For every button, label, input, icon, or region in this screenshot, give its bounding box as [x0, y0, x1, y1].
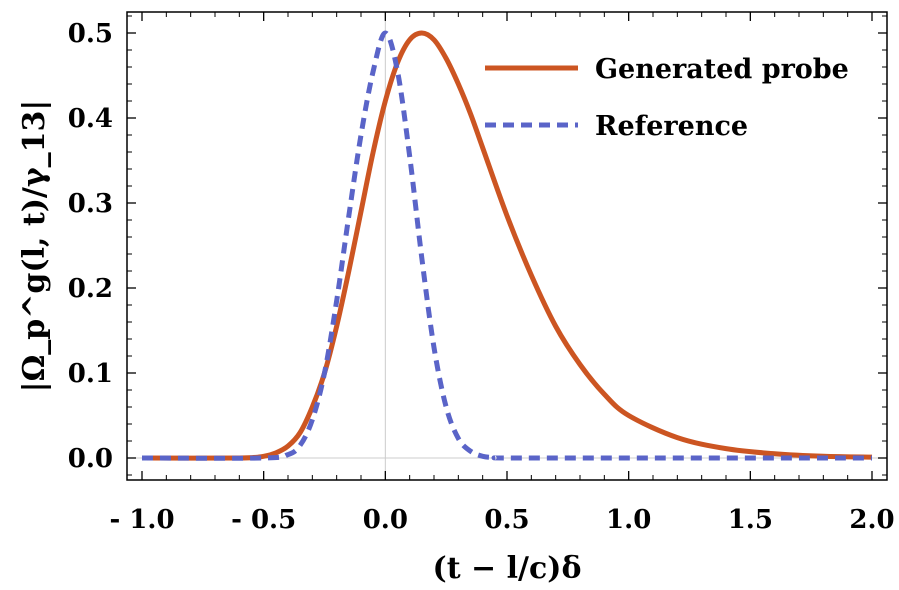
- y-tick-label: 0.5: [68, 19, 113, 49]
- legend-label-reference: Reference: [595, 111, 748, 142]
- x-tick-label: - 1.0: [109, 505, 174, 535]
- y-tick-label: 0.3: [68, 189, 113, 219]
- series-line-reference: [141, 30, 872, 461]
- x-tick-label: - 0.5: [231, 505, 296, 535]
- tick-marks: [127, 12, 887, 480]
- x-tick-label: 0.0: [363, 505, 408, 535]
- x-axis-label: (t − l/c)δ: [433, 551, 582, 586]
- tick-labels: - 1.0 - 0.5 0.0 0.5 1.0 1.5 2.0 0.0 0.1 0.2 0.3 0.4…: [68, 19, 895, 535]
- x-tick-label: 1.0: [606, 505, 651, 535]
- legend-label-generated-probe: Generated probe: [595, 54, 849, 85]
- x-tick-label: 1.5: [728, 505, 773, 535]
- y-tick-label: 0.2: [68, 274, 113, 304]
- y-tick-label: 0.0: [68, 444, 113, 474]
- x-tick-label: 2.0: [849, 505, 894, 535]
- y-tick-label: 0.1: [68, 359, 113, 389]
- series-line-generated-probe: [141, 30, 873, 461]
- x-tick-label: 0.5: [484, 505, 529, 535]
- legend: Generated probe Reference: [485, 54, 849, 142]
- y-tick-label: 0.4: [68, 104, 113, 134]
- y-axis-label: |Ω_p^g(l, t)/γ_13|: [17, 100, 52, 393]
- series-layer: [141, 30, 873, 461]
